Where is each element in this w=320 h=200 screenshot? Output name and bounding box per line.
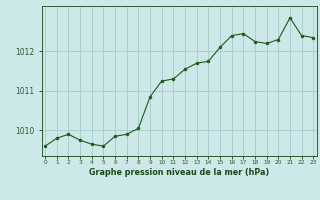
- X-axis label: Graphe pression niveau de la mer (hPa): Graphe pression niveau de la mer (hPa): [89, 168, 269, 177]
